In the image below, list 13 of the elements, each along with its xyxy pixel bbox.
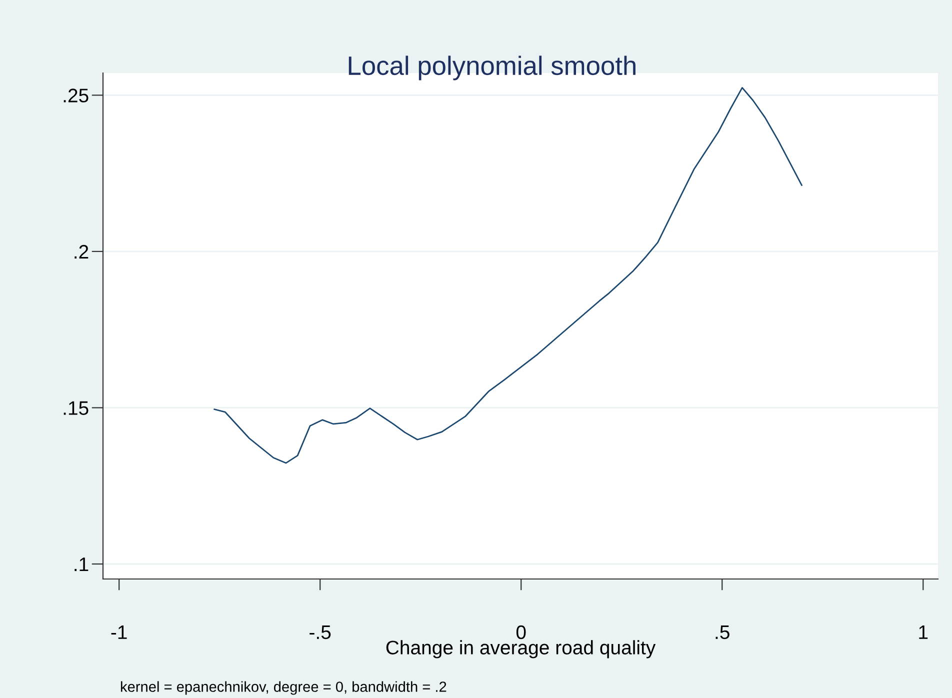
chart-title: Local polynomial smooth (348, 56, 636, 80)
line-series (214, 86, 802, 464)
x-tick-label: 0 (516, 625, 526, 640)
text: kernel = epanechnikov, degree = 0, bandwidth = .2 (120, 681, 446, 695)
x-axis-title: Change in average road quality (386, 640, 656, 658)
y-tick-label: .25 (64, 88, 88, 102)
x-tick-label: .5 (716, 626, 730, 640)
y-tick-label: .1 (74, 558, 88, 572)
x-tick-label: -1 (111, 626, 127, 639)
x-tick-label: 1 (919, 626, 928, 639)
x-tick-label: -.5 (310, 626, 331, 640)
y-tick-label: .15 (64, 401, 88, 415)
y-tick-label: .2 (74, 244, 88, 259)
